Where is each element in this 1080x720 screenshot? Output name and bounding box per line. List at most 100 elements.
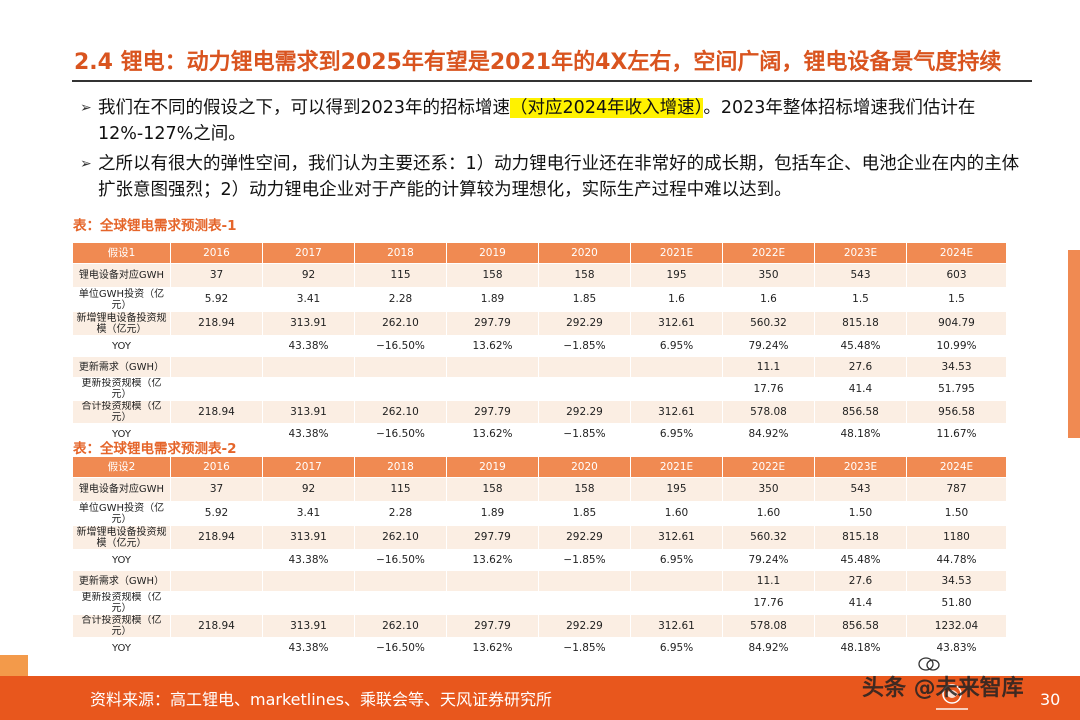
- table-header-cell: 2021E: [630, 242, 723, 264]
- table-cell: [262, 356, 355, 378]
- table-header-cell: 假设2: [72, 456, 171, 478]
- table-cell: [170, 570, 263, 592]
- table-cell: 51.80: [906, 591, 1007, 615]
- row-label-cell: 更新投资规模（亿元）: [72, 377, 171, 401]
- table-cell: [170, 377, 263, 401]
- row-label-cell: 更新投资规模（亿元）: [72, 591, 171, 615]
- table-header-cell: 2016: [170, 242, 263, 264]
- bullet-1-text: 我们在不同的假设之下，可以得到2023年的招标增速: [98, 98, 511, 118]
- table-cell: 43.38%: [262, 423, 355, 445]
- table-cell: 312.61: [630, 311, 723, 336]
- table-cell: [262, 570, 355, 592]
- table-cell: 1.85: [538, 501, 631, 526]
- table-row: YOY 43.38% −16.50% 13.62% −1.85% 6.95% 84.92% 4…: [72, 637, 1007, 659]
- table-cell: [354, 591, 447, 615]
- table-cell: 297.79: [446, 400, 539, 424]
- table-row: 锂电设备对应GWH 37 92 115 158 158 195 350 543 787: [72, 477, 1007, 502]
- row-label-cell: YOY: [72, 637, 171, 659]
- table-cell: 1180: [906, 525, 1007, 550]
- table-cell: 37: [170, 263, 263, 288]
- table-cell: [170, 591, 263, 615]
- table-cell: [538, 591, 631, 615]
- table-cell: 13.62%: [446, 335, 539, 357]
- table-cell: 313.91: [262, 525, 355, 550]
- table-cell: 1.89: [446, 287, 539, 312]
- slide-title-bar: 2.4 锂电：动力锂电需求到2025年有望是2021年的4X左右，空间广阔，锂电…: [72, 38, 1032, 82]
- table-cell: 312.61: [630, 525, 723, 550]
- table-row: YOY 43.38% −16.50% 13.62% −1.85% 6.95% 84.92% 4…: [72, 423, 1007, 445]
- table-cell: [170, 549, 263, 571]
- table-cell: 3.41: [262, 501, 355, 526]
- table-cell: 815.18: [814, 311, 907, 336]
- table-cell: 195: [630, 477, 723, 502]
- table-cell: [262, 591, 355, 615]
- table-cell: 1.50: [814, 501, 907, 526]
- table-cell: 313.91: [262, 311, 355, 336]
- slide-title: 2.4 锂电：动力锂电需求到2025年有望是2021年的4X左右，空间广阔，锂电…: [74, 50, 1002, 75]
- table-cell: 815.18: [814, 525, 907, 550]
- table-cell: 79.24%: [722, 549, 815, 571]
- table-cell: [630, 356, 723, 378]
- table-cell: 5.92: [170, 287, 263, 312]
- table-header-cell: 假设1: [72, 242, 171, 264]
- bullet-1-text-end: 。2023年整体招标增速我们估计在12%-127%之间。: [98, 98, 976, 144]
- table-cell: 262.10: [354, 525, 447, 550]
- table-cell: 956.58: [906, 400, 1007, 424]
- row-label-cell: 单位GWH投资（亿元）: [72, 287, 171, 312]
- footer-source: 资料来源：高工锂电、marketlines、乘联会等、天风证券研究所: [90, 690, 552, 709]
- table-cell: 34.53: [906, 570, 1007, 592]
- table-cell: [538, 356, 631, 378]
- bullet-1-highlight: （对应2024年收入增速）: [510, 98, 704, 118]
- table-cell: 92: [262, 477, 355, 502]
- table-row: 更新投资规模（亿元） 17.76 41.4 51.80: [72, 591, 1007, 615]
- table-cell: 45.48%: [814, 549, 907, 571]
- table-2-caption: 表：全球锂电需求预测表-2: [73, 441, 237, 457]
- table-cell: [354, 570, 447, 592]
- table-cell: 92: [262, 263, 355, 288]
- row-label-cell: YOY: [72, 423, 171, 445]
- table-cell: 84.92%: [722, 637, 815, 659]
- row-label-cell: 新增锂电设备投资规模（亿元）: [72, 525, 171, 550]
- table-cell: 37: [170, 477, 263, 502]
- table-row: 合计投资规模（亿元） 218.94 313.91 262.10 297.79 292.29…: [72, 400, 1007, 424]
- table-cell: 313.91: [262, 614, 355, 638]
- table-cell: 10.99%: [906, 335, 1007, 357]
- table-cell: 856.58: [814, 400, 907, 424]
- table-cell: [630, 570, 723, 592]
- table-header-cell: 2016: [170, 456, 263, 478]
- watermark-text: 头条 @未来智库: [862, 676, 1024, 701]
- table-cell: 1232.04: [906, 614, 1007, 638]
- row-label-cell: 锂电设备对应GWH: [72, 477, 171, 502]
- table-cell: 11.67%: [906, 423, 1007, 445]
- forecast-table-1: 假设1 2016 2017 2018 2019 2020 2021E 2022E 2023E 20…: [72, 242, 1007, 445]
- table-cell: 17.76: [722, 377, 815, 401]
- table-header-cell: 2024E: [906, 242, 1007, 264]
- table-header-cell: 2021E: [630, 456, 723, 478]
- table-cell: 11.1: [722, 570, 815, 592]
- table-cell: 292.29: [538, 525, 631, 550]
- table-cell: 11.1: [722, 356, 815, 378]
- row-label-cell: 合计投资规模（亿元）: [72, 614, 171, 638]
- table-cell: 297.79: [446, 311, 539, 336]
- title-divider: [72, 80, 1032, 82]
- table-cell: 6.95%: [630, 335, 723, 357]
- table-cell: 856.58: [814, 614, 907, 638]
- table-cell: 297.79: [446, 614, 539, 638]
- table-cell: 350: [722, 477, 815, 502]
- table-cell: 158: [446, 477, 539, 502]
- row-label-cell: 合计投资规模（亿元）: [72, 400, 171, 424]
- table-cell: 1.85: [538, 287, 631, 312]
- row-label-cell: 更新需求（GWH）: [72, 356, 171, 378]
- table-row: 单位GWH投资（亿元） 5.92 3.41 2.28 1.89 1.85 1.60 1.60 1…: [72, 501, 1007, 526]
- table-header-cell: 2022E: [722, 242, 815, 264]
- bullet-item-1: ➢ 我们在不同的假设之下，可以得到2023年的招标增速（对应2024年收入增速）…: [80, 95, 1030, 147]
- table-header-cell: 2017: [262, 242, 355, 264]
- table-row: 单位GWH投资（亿元） 5.92 3.41 2.28 1.89 1.85 1.6 1.6 1.5…: [72, 287, 1007, 312]
- table-cell: 292.29: [538, 614, 631, 638]
- right-accent-strip: [1068, 250, 1080, 438]
- table-cell: 6.95%: [630, 637, 723, 659]
- table-row: 更新投资规模（亿元） 17.76 41.4 51.795: [72, 377, 1007, 401]
- table-header-cell: 2020: [538, 456, 631, 478]
- page-number: 30: [1040, 690, 1061, 709]
- table-cell: 262.10: [354, 400, 447, 424]
